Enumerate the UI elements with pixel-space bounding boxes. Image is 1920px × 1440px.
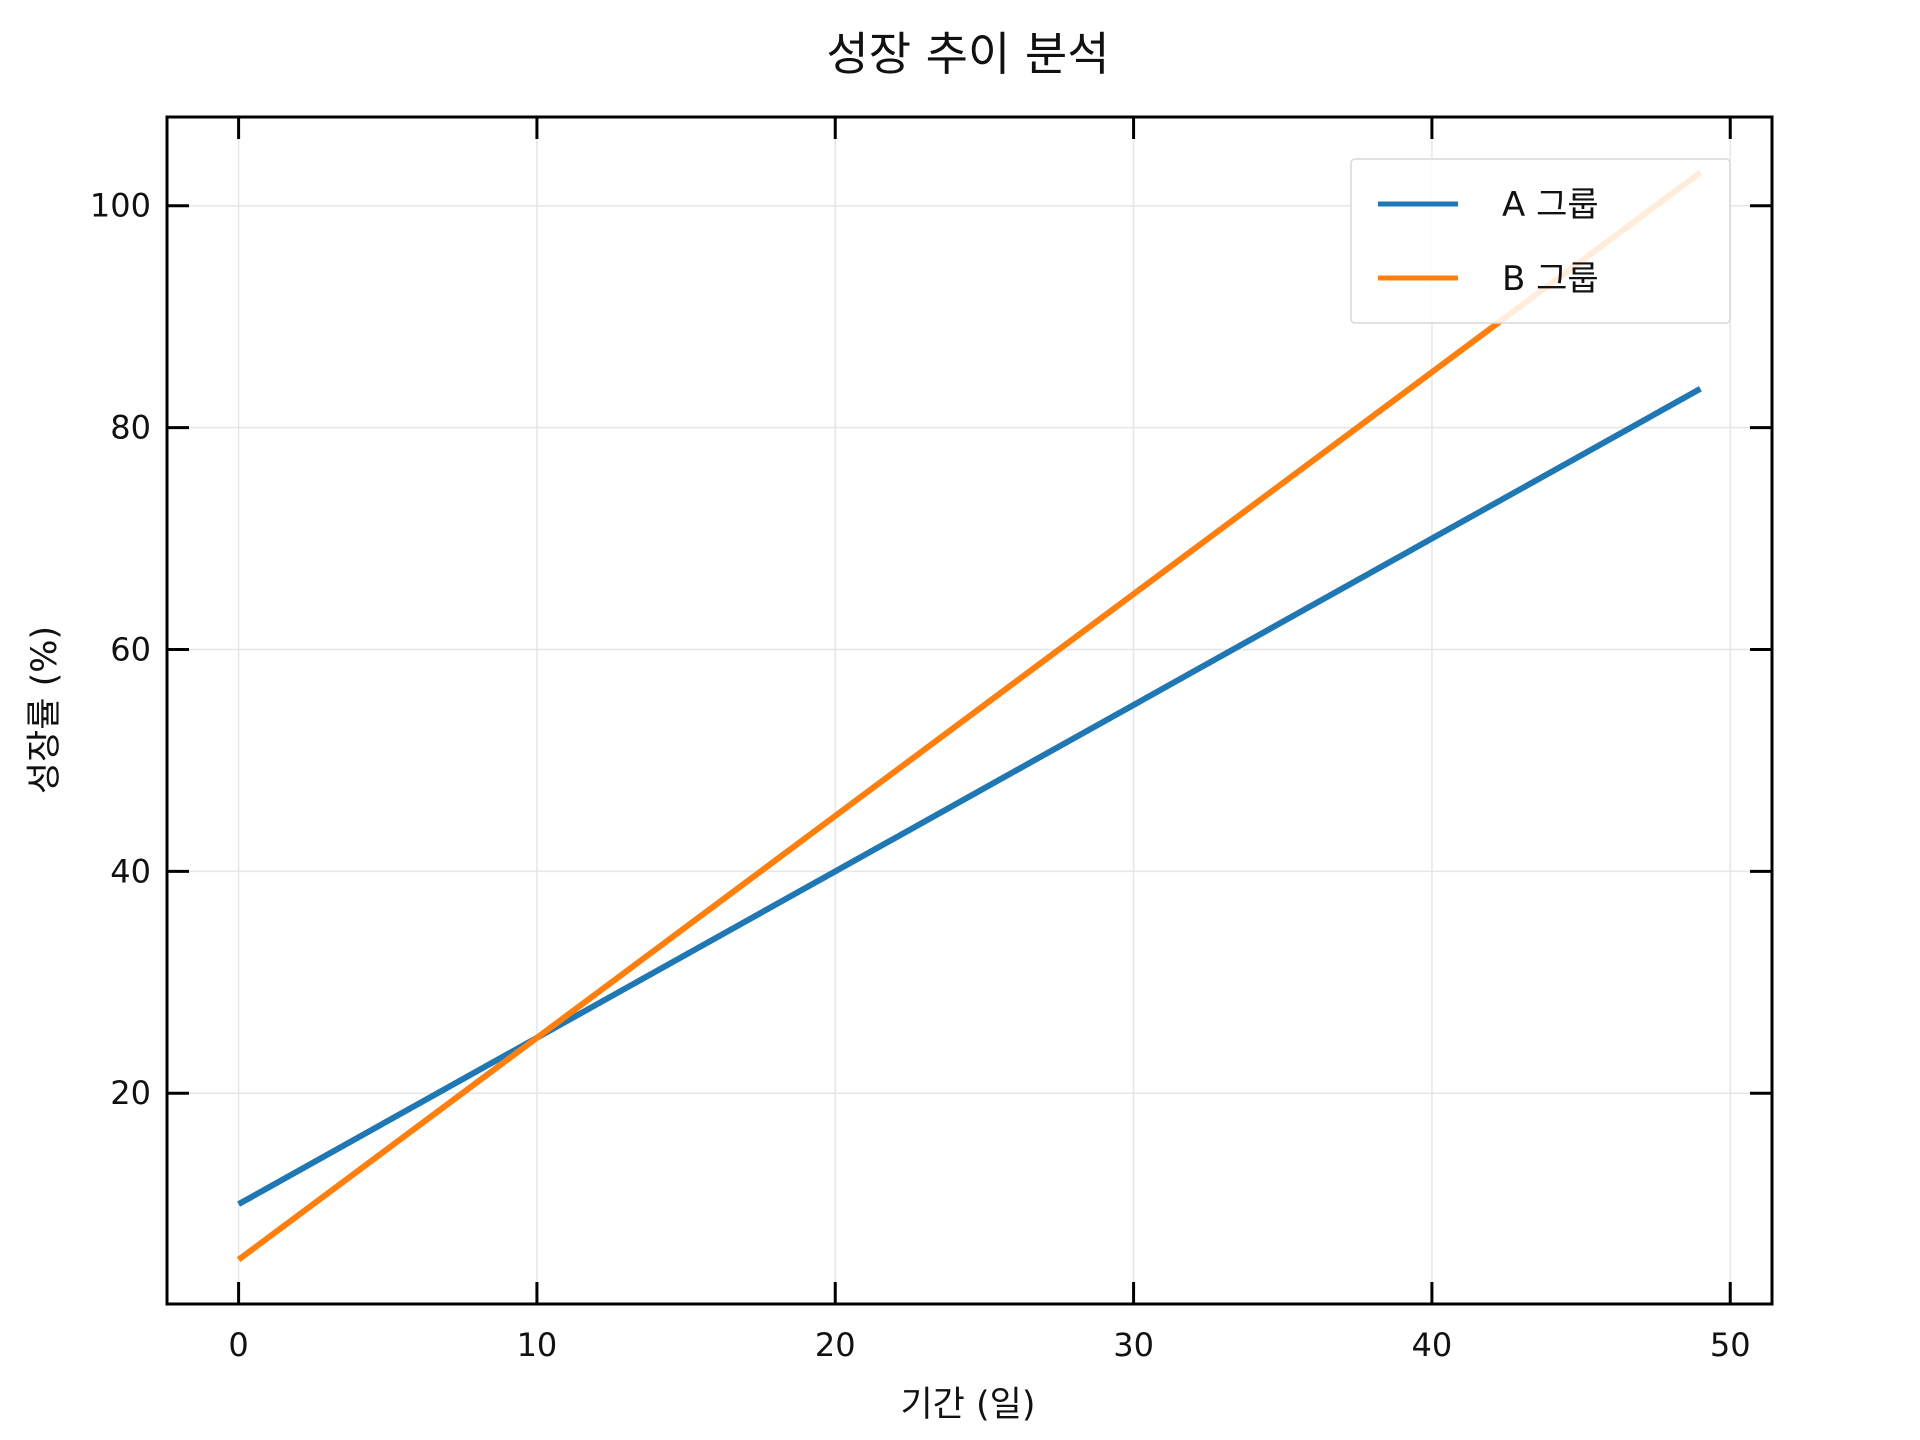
- axis-ticks: 0 10 20 30 40 50 20 40 60 80 100: [90, 117, 1772, 1364]
- legend-box: [1350, 158, 1731, 324]
- y-tick-label: 60: [110, 630, 151, 668]
- y-tick-label: 40: [110, 852, 151, 890]
- y-tick-label: 100: [90, 187, 151, 225]
- chart-title: 성장 추이 분석: [826, 27, 1109, 81]
- y-tick-label: 20: [110, 1074, 151, 1112]
- series-line-a-group: [237, 386, 1702, 1207]
- x-tick-label: 40: [1412, 1326, 1453, 1364]
- legend-label-a-group: A 그룹: [1502, 185, 1599, 225]
- x-tick-label: 50: [1710, 1326, 1751, 1364]
- series-line-b-group: [236, 170, 1703, 1263]
- series-lines: [236, 170, 1703, 1263]
- x-tick-label: 30: [1113, 1326, 1154, 1364]
- legend-label-b-group: B 그룹: [1502, 259, 1599, 299]
- plot-frame: [165, 115, 1774, 1306]
- y-axis-title: 성장률 (%): [25, 626, 65, 794]
- x-tick-label: 20: [815, 1326, 856, 1364]
- x-tick-label: 10: [517, 1326, 558, 1364]
- x-tick-label: 0: [228, 1326, 248, 1364]
- y-tick-label: 80: [110, 409, 151, 447]
- legend: A 그룹 B 그룹: [1350, 158, 1731, 324]
- x-axis-title: 기간 (일): [900, 1385, 1035, 1425]
